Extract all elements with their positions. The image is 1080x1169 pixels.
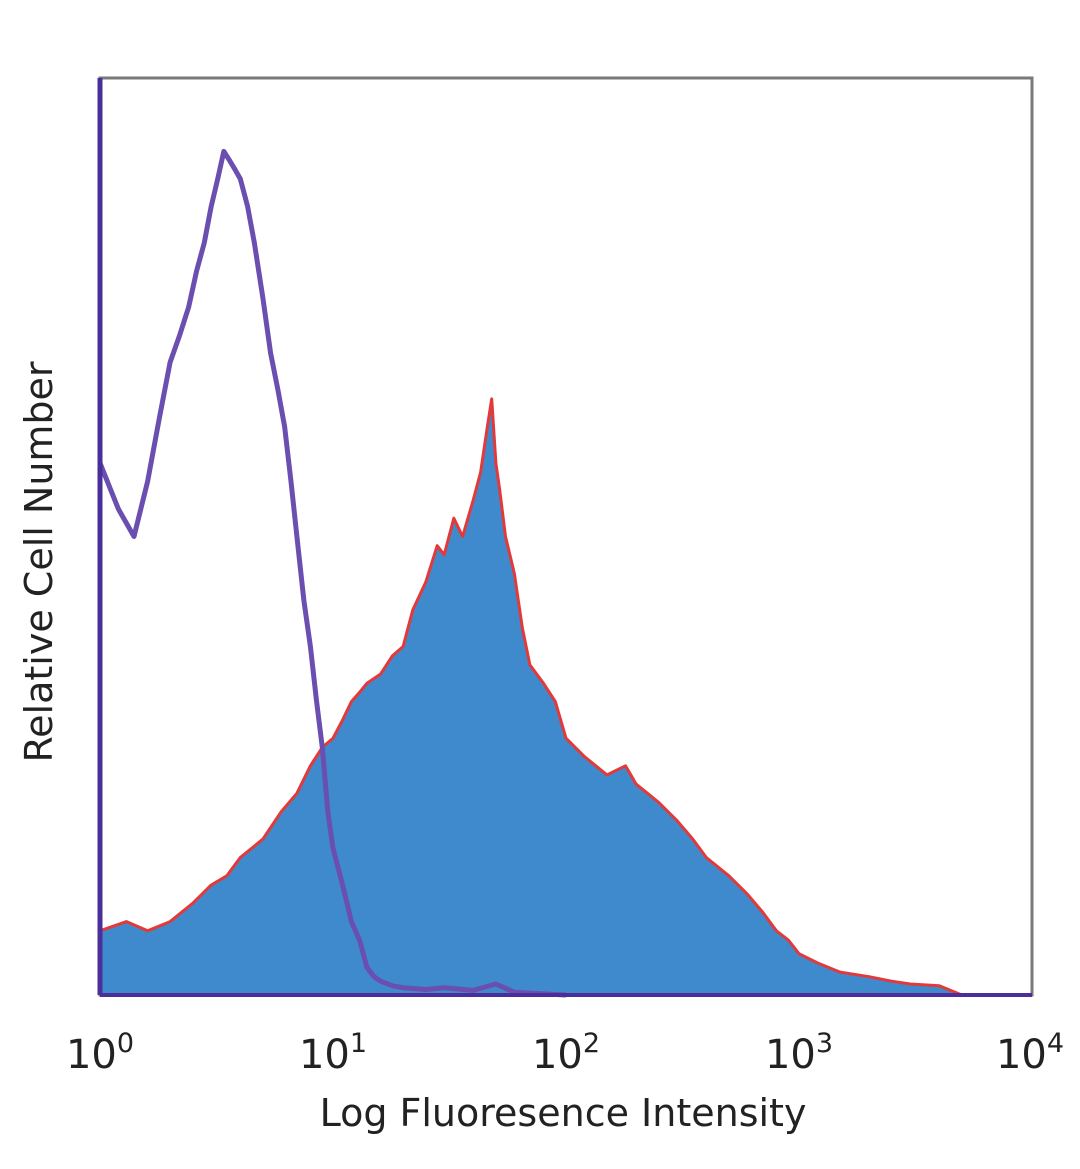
x-axis-title: Log Fluoresence Intensity: [320, 1091, 807, 1135]
x-tick-label-1: 101: [299, 1028, 367, 1078]
x-tick-label-3: 103: [765, 1028, 833, 1078]
series-1-edge: [99, 397, 1032, 997]
series-layer: [97, 148, 1032, 998]
x-tick-label-4: 104: [996, 1028, 1064, 1078]
series-0-outline: [97, 148, 567, 998]
y-axis-title: Relative Cell Number: [17, 361, 61, 762]
x-tick-labels: 100 101 102 103 104: [66, 1028, 1064, 1078]
x-tick-label-2: 102: [532, 1028, 600, 1078]
x-tick-label-0: 100: [66, 1028, 134, 1078]
